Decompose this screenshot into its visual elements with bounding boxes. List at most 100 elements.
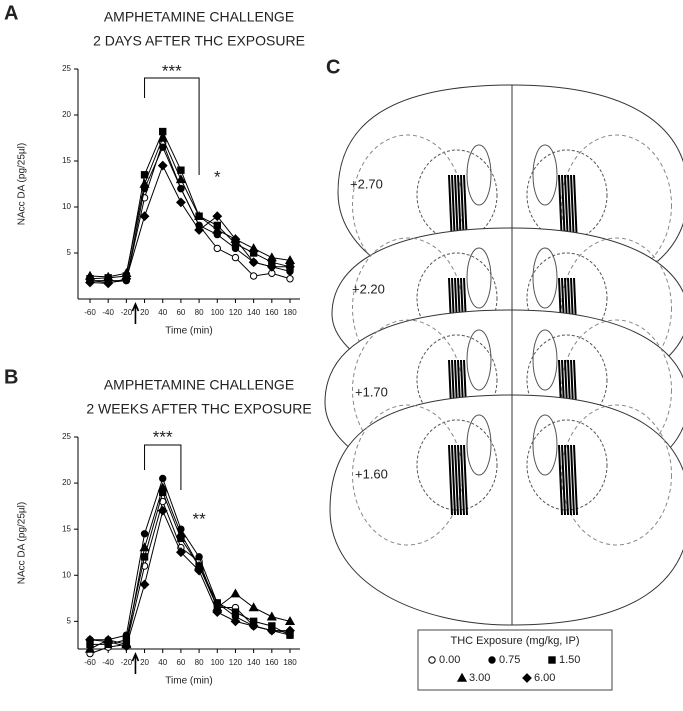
marker — [175, 528, 186, 538]
y-tick-label: 10 — [62, 202, 71, 211]
marker — [266, 611, 277, 621]
marker — [230, 616, 241, 627]
x-tick-label: 20 — [140, 308, 149, 317]
panel-label: C — [326, 56, 340, 78]
x-tick-label: 120 — [229, 308, 243, 317]
x-tick-label: 80 — [195, 658, 204, 667]
legend-label: 0.75 — [499, 654, 520, 666]
marker — [249, 272, 258, 280]
atlas: +2.70 +2.20 +1.70 +1.60 — [324, 84, 683, 626]
structure — [532, 144, 558, 206]
structure — [532, 414, 558, 476]
structure — [532, 247, 558, 309]
annotation: ** — [192, 509, 206, 528]
structure — [466, 247, 492, 309]
y-tick-label: 25 — [62, 432, 71, 441]
marker — [248, 602, 259, 612]
marker — [286, 275, 294, 283]
marker — [139, 579, 150, 590]
x-tick-label: 140 — [247, 308, 261, 317]
x-tick-label: 120 — [229, 658, 243, 667]
probe-track — [457, 444, 462, 516]
y-tick-label: 5 — [67, 248, 72, 257]
marker — [139, 542, 150, 552]
marker — [176, 197, 186, 208]
y-axis-label: NAcc DA (pg/25µl) — [17, 143, 28, 225]
legend-box — [417, 629, 613, 691]
line — [89, 509, 290, 647]
x-tick-label: 180 — [283, 308, 297, 317]
series — [84, 482, 296, 653]
probe-track — [454, 444, 459, 516]
x-tick-label: 60 — [176, 658, 185, 667]
marker — [157, 505, 168, 516]
marker — [285, 625, 295, 636]
legend-label: 1.50 — [559, 654, 580, 666]
x-tick-label: -40 — [102, 658, 114, 667]
legend-symbol — [522, 673, 532, 683]
y-tick-label: 20 — [62, 110, 71, 119]
line — [89, 486, 291, 650]
marker — [139, 211, 150, 222]
probe-track — [567, 444, 572, 516]
y-tick-label: 15 — [62, 524, 71, 533]
marker — [212, 607, 223, 618]
series — [86, 474, 294, 644]
marker — [212, 211, 223, 222]
legend-label: 6.00 — [534, 672, 555, 684]
marker — [213, 244, 221, 253]
probe-track — [451, 444, 456, 516]
atlas-level: +1.70 — [355, 384, 388, 399]
line — [90, 476, 291, 641]
x-tick-label: 80 — [195, 308, 204, 317]
bracket — [144, 444, 182, 490]
legend-symbol — [456, 672, 468, 682]
marker — [194, 565, 204, 576]
x-tick-label: -40 — [102, 308, 114, 317]
marker — [194, 225, 204, 235]
bracket — [144, 77, 200, 175]
marker — [248, 243, 259, 253]
chart-title: AMPHETAMINE CHALLENGE — [104, 377, 294, 393]
legend-symbol — [488, 656, 496, 664]
x-tick-label: 140 — [247, 658, 261, 667]
y-tick-label: 10 — [62, 570, 71, 579]
atlas-level: +2.20 — [352, 281, 385, 296]
probe-track — [460, 444, 465, 516]
marker — [212, 224, 223, 234]
legend-title: THC Exposure (mg/kg, IP) — [451, 635, 580, 647]
y-tick-label: 25 — [62, 64, 71, 73]
y-tick-label: 15 — [62, 156, 71, 165]
marker — [121, 641, 132, 652]
probe-track — [573, 444, 578, 516]
marker — [176, 547, 186, 558]
line — [89, 130, 291, 280]
x-tick-label: -20 — [121, 658, 133, 667]
x-tick-label: 60 — [176, 308, 185, 317]
injection-arrow — [131, 651, 140, 674]
structure — [466, 329, 492, 391]
x-tick-label: -20 — [121, 308, 133, 317]
marker — [231, 608, 240, 616]
marker — [157, 482, 168, 492]
marker — [157, 132, 168, 142]
marker — [284, 616, 296, 626]
structure — [532, 329, 558, 391]
marker — [231, 253, 240, 262]
probe-track — [564, 444, 569, 516]
probe-track — [448, 444, 453, 516]
panel-label: A — [4, 2, 18, 24]
marker — [85, 277, 95, 288]
series — [86, 143, 294, 285]
marker — [159, 474, 167, 483]
x-tick-label: 40 — [158, 658, 167, 667]
line — [90, 145, 291, 282]
marker — [121, 273, 132, 284]
y-tick-label: 20 — [62, 478, 71, 487]
series — [86, 497, 294, 658]
x-tick-label: 160 — [265, 658, 279, 667]
marker — [266, 252, 277, 262]
legend-symbol — [548, 656, 556, 664]
probe-track — [558, 444, 563, 516]
marker — [230, 234, 241, 245]
